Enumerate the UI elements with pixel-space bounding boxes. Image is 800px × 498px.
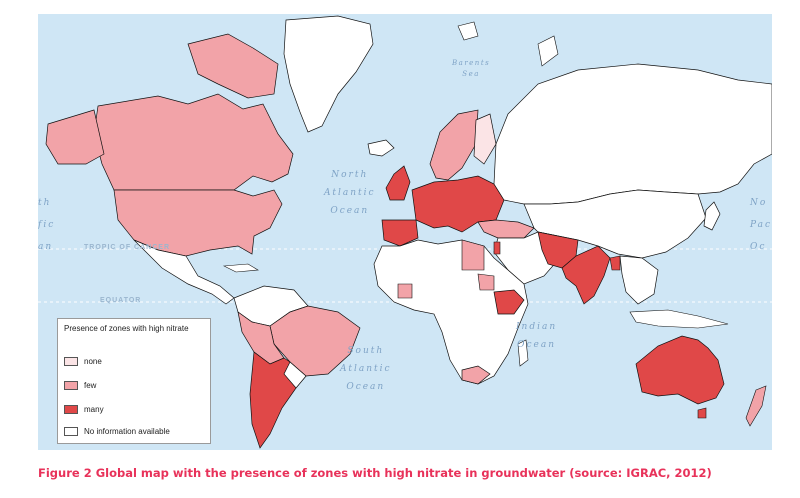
region-finland [473, 113, 497, 165]
region-iceland [367, 139, 395, 157]
region-indonesia [629, 309, 729, 329]
region-alaska [45, 109, 105, 165]
region-west-africa [397, 283, 413, 299]
region-caribbean [222, 263, 259, 273]
legend-title: Presence of zones with high nitrate [64, 324, 189, 333]
legend-label: many [84, 404, 104, 414]
region-india [561, 245, 611, 305]
region-canada [93, 93, 294, 191]
pacific-left-label: th fic an [38, 198, 56, 252]
legend-label: few [84, 380, 97, 390]
region-bangladesh [609, 255, 621, 271]
map-canvas [38, 15, 772, 449]
barents-sea-label: Barents Sea [452, 59, 491, 78]
map-legend: Presence of zones with high nitrate none… [57, 318, 211, 444]
figure-caption: Figure 2 Global map with the presence of… [38, 466, 712, 480]
region-southeast-asia [619, 255, 659, 305]
region-greenland [283, 15, 374, 133]
legend-item-few: few [64, 379, 96, 391]
region-israel [493, 241, 501, 255]
tropic-of-cancer-label: TROPIC OF CANCER [84, 244, 170, 251]
region-iberia [381, 219, 419, 247]
legend-swatch [64, 426, 78, 436]
region-russia [493, 63, 772, 205]
legend-swatch [64, 404, 78, 414]
equator-label: EQUATOR [100, 297, 142, 304]
region-southern-africa [461, 365, 491, 385]
north-atlantic-label: North Atlantic Ocean [324, 170, 376, 216]
legend-label: No information available [84, 426, 170, 436]
region-scandinavia [429, 109, 479, 181]
region-sudan [477, 273, 495, 291]
region-tasmania [697, 407, 707, 419]
region-ethiopia [493, 289, 525, 315]
region-uk-ireland [385, 165, 411, 201]
pacific-right-label: No Pac Oc [750, 198, 772, 252]
region-egypt [461, 239, 485, 271]
legend-item-many: many [64, 403, 104, 415]
region-madagascar [517, 339, 529, 367]
region-novaya-zemlya [537, 35, 559, 67]
legend-item-none: none [64, 355, 102, 367]
legend-label: none [84, 356, 102, 366]
region-paraguay-uruguay [283, 361, 307, 389]
world-map: North Atlantic Ocean South Atlantic Ocea… [38, 14, 772, 450]
region-new-zealand [745, 385, 767, 427]
legend-swatch [64, 380, 78, 390]
region-svalbard [457, 21, 479, 41]
legend-swatch [64, 356, 78, 366]
region-australia [635, 335, 725, 405]
region-turkey [477, 219, 535, 239]
region-arctic-islands [187, 33, 279, 99]
south-atlantic-label: South Atlantic Ocean [340, 346, 392, 392]
legend-item-no-info: No information available [64, 425, 170, 437]
region-japan [703, 201, 721, 231]
indian-ocean-label: Indian Ocean [516, 322, 558, 350]
